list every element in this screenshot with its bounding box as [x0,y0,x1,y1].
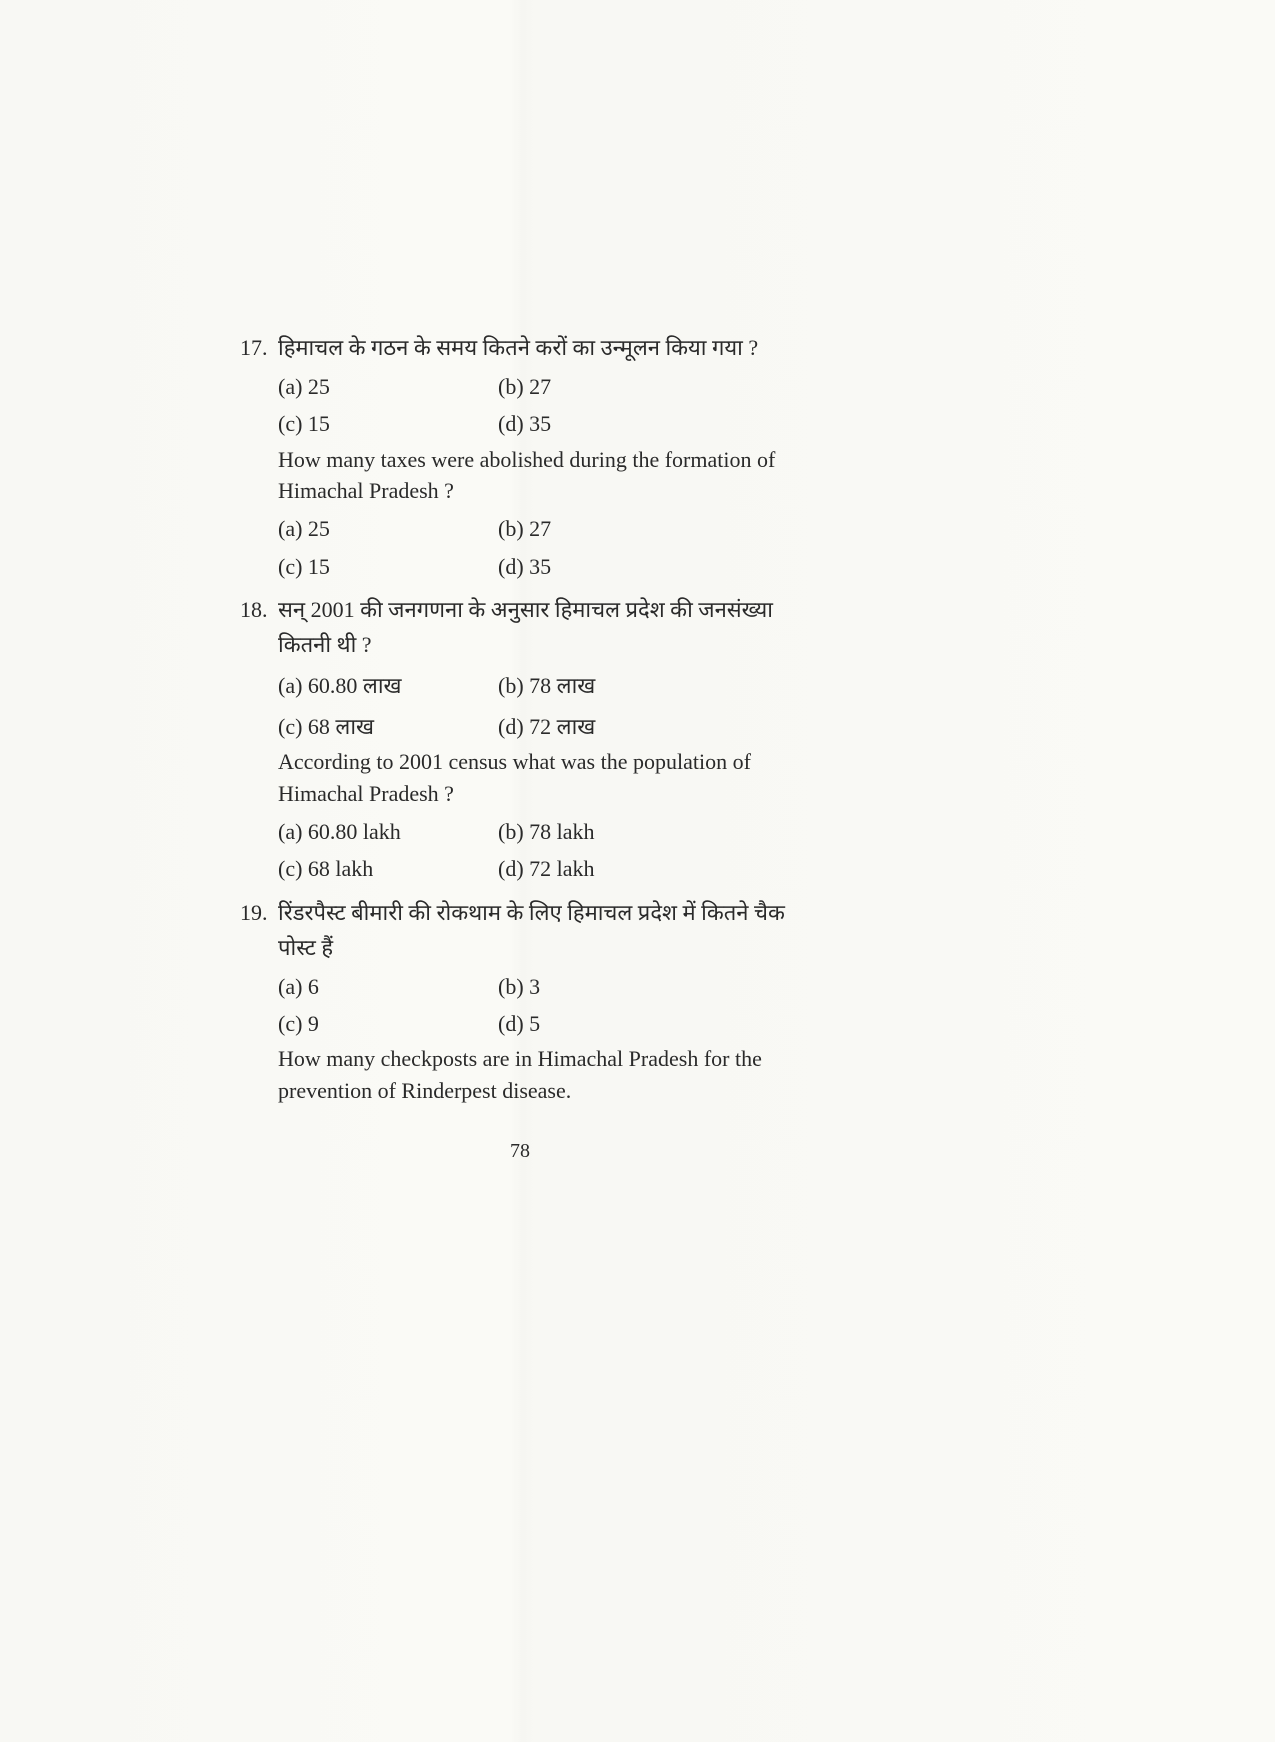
q18-hindi-options-row1: (a) 60.80 लाख (b) 78 लाख [278,668,800,703]
q18-hindi-options-row2: (c) 68 लाख (d) 72 लाख [278,709,800,744]
question-17-hindi: 17. हिमाचल के गठन के समय कितने करों का उ… [240,330,800,365]
question-18: 18. सन् 2001 की जनगणना के अनुसार हिमाचल … [240,592,800,887]
question-18-hindi: 18. सन् 2001 की जनगणना के अनुसार हिमाचल … [240,592,800,662]
q17-english-options-row2: (c) 15 (d) 35 [278,549,800,584]
q18-english-options-row1: (a) 60.80 lakh (b) 78 lakh [278,814,800,849]
question-number: 19. [240,895,278,930]
option-d: (d) 35 [498,549,800,584]
question-text-hindi: हिमाचल के गठन के समय कितने करों का उन्मू… [278,330,800,365]
question-text-hindi: रिंडरपैस्ट बीमारी की रोकथाम के लिए हिमाच… [278,895,800,965]
option-c: (c) 68 lakh [278,851,498,886]
option-b: (b) 78 लाख [498,668,800,703]
option-c: (c) 68 लाख [278,709,498,744]
option-a: (a) 25 [278,369,498,404]
q18-english-options-row2: (c) 68 lakh (d) 72 lakh [278,851,800,886]
q19-hindi-options-row2: (c) 9 (d) 5 [278,1006,800,1041]
option-b: (b) 27 [498,511,800,546]
question-number: 17. [240,330,278,365]
page-number: 78 [240,1135,800,1167]
question-19-hindi: 19. रिंडरपैस्ट बीमारी की रोकथाम के लिए ह… [240,895,800,965]
q17-hindi-options-row1: (a) 25 (b) 27 [278,369,800,404]
option-a: (a) 60.80 लाख [278,668,498,703]
question-text-hindi: सन् 2001 की जनगणना के अनुसार हिमाचल प्रद… [278,592,800,662]
option-d: (d) 72 लाख [498,709,800,744]
option-d: (d) 5 [498,1006,800,1041]
option-b: (b) 3 [498,969,800,1004]
option-b: (b) 27 [498,369,800,404]
exam-page: 17. हिमाचल के गठन के समय कितने करों का उ… [0,0,1275,1742]
q19-hindi-options-row1: (a) 6 (b) 3 [278,969,800,1004]
question-17-english: How many taxes were abolished during the… [278,444,800,508]
option-a: (a) 25 [278,511,498,546]
q17-english-options-row1: (a) 25 (b) 27 [278,511,800,546]
option-d: (d) 35 [498,406,800,441]
content-area: 17. हिमाचल के गठन के समय कितने करों का उ… [240,330,800,1167]
question-19-english: How many checkposts are in Himachal Prad… [278,1043,800,1107]
q17-hindi-options-row2: (c) 15 (d) 35 [278,406,800,441]
option-c: (c) 9 [278,1006,498,1041]
question-19: 19. रिंडरपैस्ट बीमारी की रोकथाम के लिए ह… [240,895,800,1108]
question-number: 18. [240,592,278,627]
option-c: (c) 15 [278,406,498,441]
option-a: (a) 60.80 lakh [278,814,498,849]
option-d: (d) 72 lakh [498,851,800,886]
option-c: (c) 15 [278,549,498,584]
question-17: 17. हिमाचल के गठन के समय कितने करों का उ… [240,330,800,584]
option-a: (a) 6 [278,969,498,1004]
question-18-english: According to 2001 census what was the po… [278,746,800,810]
option-b: (b) 78 lakh [498,814,800,849]
